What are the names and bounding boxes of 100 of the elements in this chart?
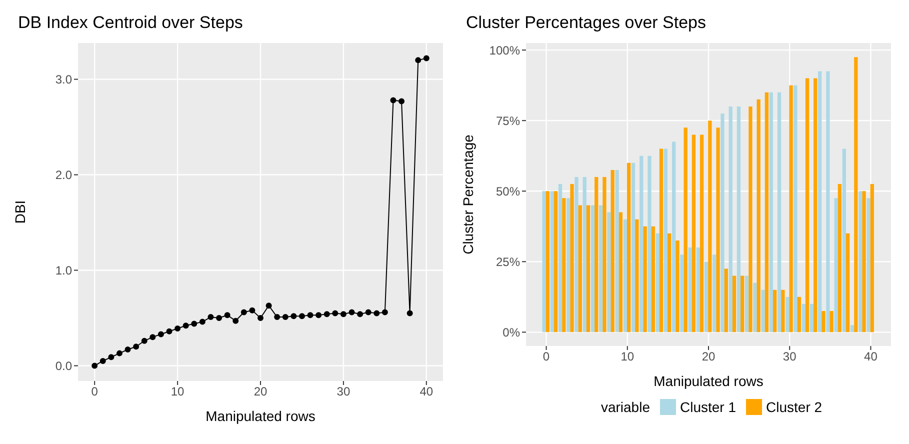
bar <box>838 184 842 332</box>
point <box>298 313 305 320</box>
point <box>150 334 156 340</box>
point <box>365 309 372 316</box>
bar <box>631 162 636 332</box>
bar <box>805 78 810 332</box>
point <box>133 344 140 350</box>
point <box>398 98 405 104</box>
bar <box>692 134 696 332</box>
y-tick-label: 0.0 <box>55 358 72 373</box>
legend-label: Cluster 2 <box>766 399 822 415</box>
x-tick-label: 20 <box>702 350 716 364</box>
bar <box>777 92 782 332</box>
bar <box>602 177 606 332</box>
bar <box>866 198 870 332</box>
bar <box>546 191 550 332</box>
bar <box>618 212 623 332</box>
bar <box>786 296 790 332</box>
bar <box>810 304 814 332</box>
bar <box>712 254 716 332</box>
point <box>324 311 330 318</box>
y-tick-label: 100% <box>489 43 520 58</box>
point <box>224 312 230 318</box>
bar <box>659 148 664 332</box>
bar <box>688 248 692 332</box>
point <box>282 314 288 320</box>
bar <box>764 92 769 332</box>
bar <box>761 290 765 332</box>
legend-title: variable <box>600 399 650 415</box>
point <box>374 310 380 316</box>
bar <box>648 156 652 332</box>
bar <box>594 177 598 332</box>
point <box>406 310 413 316</box>
bar <box>623 219 627 332</box>
point <box>340 311 346 318</box>
bar <box>846 233 850 332</box>
point <box>124 346 131 352</box>
bar <box>720 114 724 332</box>
bar <box>834 198 838 332</box>
bar <box>822 311 826 332</box>
x-axis-title: Manipulated rows <box>206 408 316 424</box>
bar <box>736 106 741 332</box>
x-tick-label: 0 <box>542 350 550 364</box>
bar <box>724 268 728 332</box>
bar <box>700 134 704 332</box>
point <box>199 318 206 325</box>
bar <box>772 290 777 332</box>
bar <box>732 276 736 332</box>
bar <box>542 191 546 332</box>
bar <box>615 170 619 332</box>
point <box>423 55 430 62</box>
bar <box>862 191 866 332</box>
y-tick-label: 3.0 <box>55 72 72 87</box>
bar <box>818 71 822 332</box>
y-tick-label: 75% <box>496 114 520 128</box>
x-tick-label: 30 <box>782 350 797 364</box>
bar <box>728 106 732 332</box>
bar <box>858 191 862 332</box>
point <box>240 309 247 316</box>
legend-label: Cluster 1 <box>680 399 736 415</box>
x-tick-label: 10 <box>170 384 185 399</box>
bar <box>789 85 793 332</box>
bar <box>566 198 570 332</box>
y-tick-label: 50% <box>496 184 520 198</box>
x-tick-label: 20 <box>254 384 268 399</box>
point <box>100 358 106 364</box>
point <box>108 354 114 360</box>
x-tick-label: 30 <box>336 384 350 399</box>
point <box>182 322 189 329</box>
point <box>158 331 164 338</box>
bar <box>643 226 647 332</box>
point <box>307 312 314 318</box>
point <box>232 318 239 324</box>
bar <box>668 233 672 332</box>
point <box>249 307 256 314</box>
bar <box>708 120 712 332</box>
bar <box>696 248 700 332</box>
bar <box>651 226 655 332</box>
point <box>415 57 422 64</box>
bar <box>748 106 752 332</box>
point <box>382 309 388 316</box>
point <box>141 338 148 344</box>
bar <box>558 184 562 332</box>
bar <box>676 240 680 332</box>
bar <box>590 205 595 332</box>
point <box>166 328 172 334</box>
bar <box>550 191 554 332</box>
point <box>216 314 222 321</box>
y-tick-label: 0% <box>502 325 520 340</box>
bar <box>554 191 558 332</box>
y-tick-label: 25% <box>496 254 520 269</box>
bar <box>794 85 798 332</box>
bar <box>684 128 688 332</box>
point <box>348 309 355 316</box>
y-axis-title: Cluster Percentage <box>460 134 476 254</box>
point <box>116 350 122 356</box>
x-tick-label: 0 <box>91 384 98 399</box>
point <box>266 302 272 309</box>
bar <box>850 325 854 332</box>
bar <box>826 71 830 332</box>
